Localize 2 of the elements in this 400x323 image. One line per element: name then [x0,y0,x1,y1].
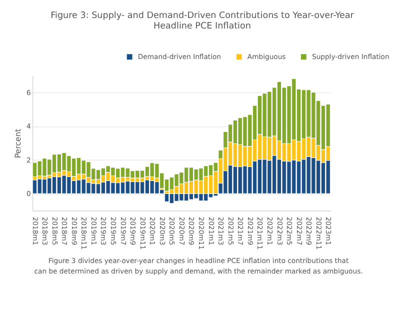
y-axis-title: Percent [14,128,23,158]
chart-title: Figure 3: Supply- and Demand-Driven Contributions to Year-over-Year Headline PCE Inflation [50,10,354,32]
